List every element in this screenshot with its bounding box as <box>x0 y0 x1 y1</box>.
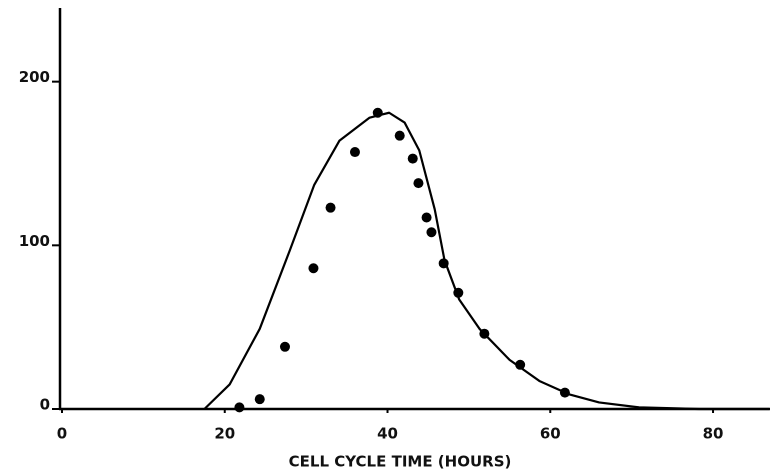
x-tick-label: 80 <box>703 425 724 443</box>
data-point <box>325 202 336 213</box>
data-point <box>234 402 245 413</box>
data-point <box>308 263 319 274</box>
data-point <box>349 147 360 158</box>
y-tick-label: 200 <box>19 68 50 86</box>
data-point <box>421 212 432 223</box>
data-point <box>407 153 418 164</box>
data-point <box>279 341 290 352</box>
y-tick-label: 100 <box>19 232 50 250</box>
data-point <box>254 394 265 405</box>
x-tick-label: 20 <box>214 425 235 443</box>
curve <box>203 111 770 411</box>
y-tick-label: 0 <box>40 396 50 414</box>
data-point <box>394 130 405 141</box>
data-point <box>413 178 424 189</box>
x-axis-label: CELL CYCLE TIME (HOURS) <box>289 453 512 471</box>
data-point <box>515 359 526 370</box>
x-tick-label: 0 <box>57 425 67 443</box>
x-tick-label: 40 <box>377 425 398 443</box>
data-point <box>426 227 437 238</box>
x-tick-label: 60 <box>540 425 561 443</box>
